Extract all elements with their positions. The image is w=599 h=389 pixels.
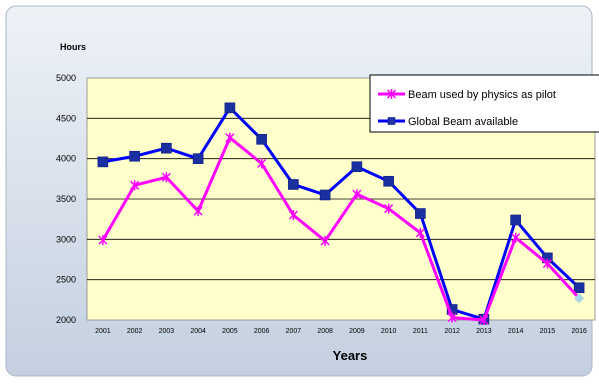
- legend-marker-star: [386, 89, 397, 99]
- data-point: [288, 210, 298, 221]
- legend-marker-square: [387, 117, 396, 125]
- legend-item-global: Global Beam available: [378, 116, 518, 128]
- data-point: [129, 150, 140, 162]
- data-point: [257, 158, 267, 169]
- data-point: [574, 293, 585, 304]
- y-tick-label: 2500: [56, 275, 76, 285]
- series-line: [102, 106, 581, 321]
- legend-star-icon: [386, 89, 397, 99]
- legend-label-pilot: Beam used by physics as pilot: [408, 89, 556, 101]
- legend-label-global: Global Beam available: [408, 116, 518, 128]
- data-point: [192, 153, 204, 164]
- data-point: [193, 206, 203, 217]
- data-point: [225, 132, 235, 143]
- x-tick-label: 2011: [413, 328, 428, 335]
- x-tick-label: 2001: [95, 328, 111, 335]
- x-tick-label: 2015: [540, 328, 556, 335]
- y-tick-label: 3500: [56, 194, 76, 204]
- data-point: [447, 312, 457, 323]
- x-tick-label: 2016: [571, 328, 587, 335]
- data-point: [130, 180, 140, 191]
- y-tick-labels: 2000 2500 3000 3500 4000 4500 5000: [56, 73, 76, 325]
- y-tick-label: 2000: [56, 315, 76, 325]
- x-tick-label: 2006: [254, 328, 270, 335]
- data-point: [97, 156, 109, 168]
- data-point: [351, 161, 363, 173]
- data-point: [98, 235, 108, 246]
- x-tick-label: 2009: [349, 328, 365, 335]
- x-tick-label: 2002: [127, 328, 143, 335]
- data-point: [415, 208, 426, 219]
- data-point: [510, 214, 521, 226]
- x-axis-label: Years: [333, 348, 368, 363]
- data-point: [573, 282, 585, 294]
- data-point: [320, 235, 330, 246]
- legend-square-icon: [387, 117, 396, 125]
- data-point: [415, 227, 425, 238]
- data-point: [224, 102, 236, 114]
- x-tick-label: 2014: [508, 328, 524, 335]
- data-point: [352, 189, 362, 200]
- x-tick-label: 2007: [286, 328, 302, 335]
- data-point: [161, 172, 171, 183]
- x-tick-label: 2008: [317, 328, 333, 335]
- x-tick-label: 2003: [159, 328, 175, 335]
- data-point: [256, 134, 267, 145]
- x-tick-label: 2012: [444, 328, 460, 335]
- y-tick-label: 3000: [56, 234, 76, 244]
- y-tick-label: 4000: [56, 154, 76, 164]
- legend: Beam used by physics as pilot Global Bea…: [369, 74, 599, 133]
- data-point: [542, 258, 552, 269]
- series-pilot: [98, 132, 585, 325]
- x-tick-label: 2005: [222, 328, 238, 335]
- y-tick-label: 4500: [56, 113, 76, 123]
- legend-item-pilot: Beam used by physics as pilot: [378, 89, 556, 101]
- data-point: [511, 232, 521, 243]
- x-tick-labels: 2001 2002 2003 2004 2005 2006 2007 2008 2009 2010…: [95, 328, 587, 335]
- x-tick-label: 2013: [476, 328, 492, 335]
- data-point: [383, 175, 394, 187]
- data-point: [384, 203, 394, 214]
- data-point: [479, 315, 489, 325]
- x-tick-label: 2010: [381, 328, 397, 335]
- series-layer: [97, 102, 585, 325]
- legend-box: [369, 74, 599, 133]
- data-point: [288, 179, 299, 190]
- data-point: [319, 189, 331, 201]
- x-tick-label: 2004: [190, 328, 206, 335]
- data-point: [161, 142, 172, 154]
- y-axis-label: Hours: [60, 42, 86, 52]
- y-tick-label: 5000: [56, 73, 76, 83]
- series-line: [101, 136, 581, 322]
